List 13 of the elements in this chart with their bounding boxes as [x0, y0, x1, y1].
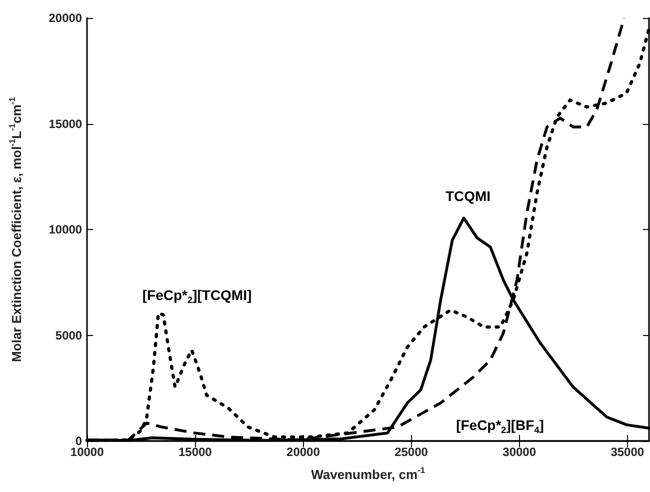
y-tick-label: 10000: [48, 222, 82, 236]
x-tick-label: 10000: [70, 445, 104, 459]
x-tick-label: 25000: [394, 445, 428, 459]
x-tick-label: 15000: [178, 445, 212, 459]
y-tick-label: 15000: [48, 116, 82, 131]
y-tick-label: 20000: [48, 11, 82, 25]
x-tick-label: 30000: [502, 445, 536, 459]
y-tick-label: 0: [75, 434, 82, 448]
y-axis-title: Molar Extinction Coefficient, ε, mol-1L-1cm-1: [7, 96, 24, 362]
annotation: TCQMI: [445, 188, 491, 204]
x-tick-label: 35000: [610, 445, 644, 459]
y-tick-label: 5000: [55, 328, 82, 342]
x-tick-label: 20000: [286, 445, 320, 459]
